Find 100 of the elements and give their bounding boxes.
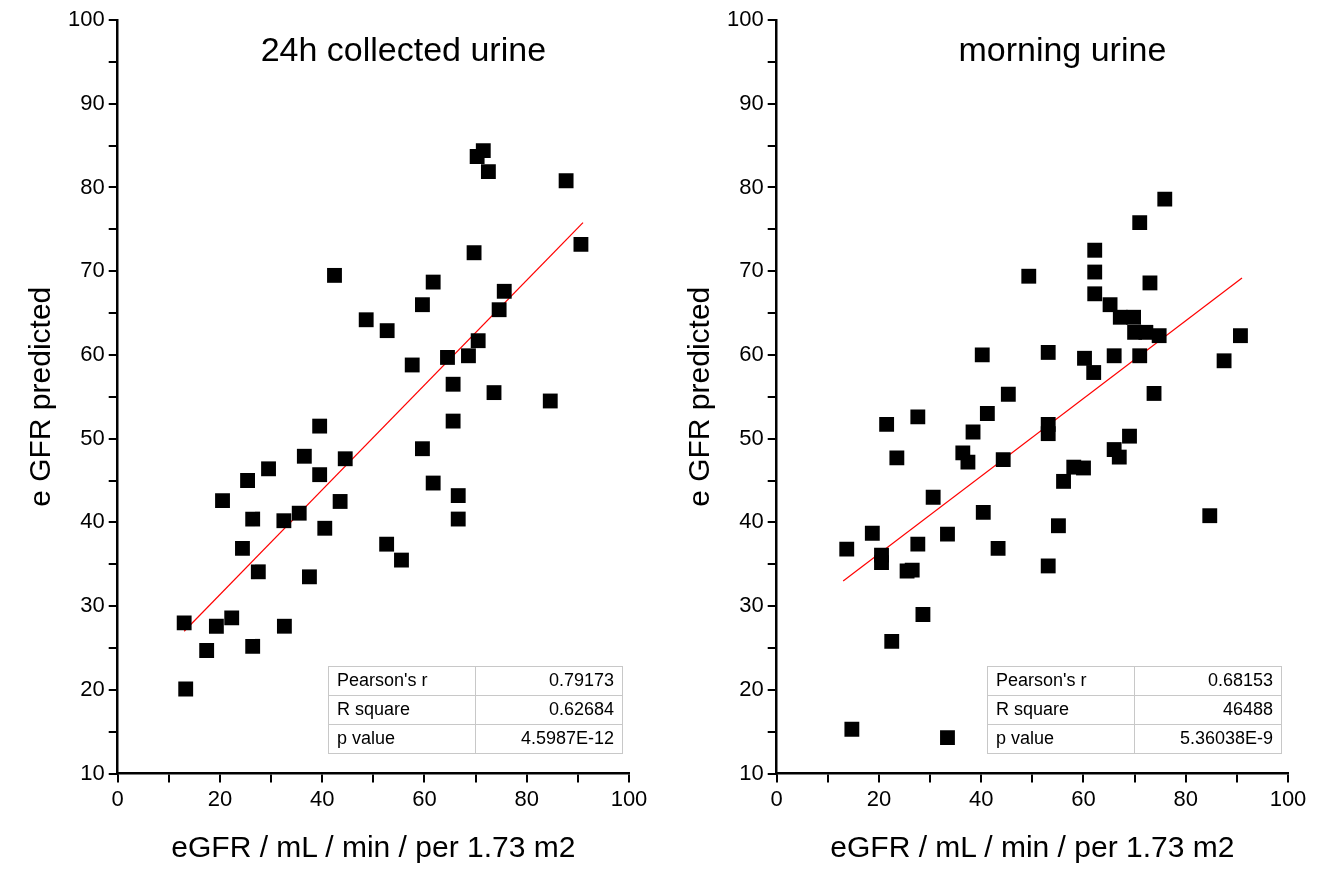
point bbox=[394, 552, 409, 568]
point bbox=[332, 494, 348, 509]
point bbox=[1146, 386, 1162, 401]
point bbox=[915, 607, 931, 622]
point bbox=[904, 562, 920, 578]
point bbox=[874, 555, 889, 571]
point bbox=[1122, 428, 1137, 444]
point bbox=[879, 417, 895, 432]
point bbox=[1126, 309, 1142, 325]
y-tick-label: 100 bbox=[726, 6, 764, 32]
point bbox=[1216, 353, 1232, 369]
point bbox=[358, 312, 374, 328]
point bbox=[1151, 328, 1167, 344]
point bbox=[1102, 297, 1118, 313]
x-tick-label: 20 bbox=[866, 785, 892, 811]
point bbox=[990, 540, 1006, 556]
x-tick-label: 60 bbox=[1071, 785, 1096, 811]
point bbox=[1132, 215, 1148, 231]
point bbox=[542, 393, 558, 409]
annotation: p value bbox=[987, 724, 1135, 754]
point bbox=[425, 475, 441, 491]
point bbox=[276, 618, 292, 634]
point bbox=[176, 615, 192, 631]
point bbox=[1056, 473, 1071, 489]
x-tick-label: 80 bbox=[514, 785, 539, 811]
y-tick-label: 20 bbox=[80, 675, 105, 701]
annotation: 0.79173 bbox=[475, 666, 623, 696]
x-tick-label: 20 bbox=[207, 785, 233, 811]
point bbox=[1021, 268, 1037, 284]
point bbox=[940, 730, 955, 746]
y-tick-label: 10 bbox=[739, 759, 764, 785]
annotation: R square bbox=[328, 695, 476, 725]
point bbox=[470, 333, 486, 349]
y-tick-label: 60 bbox=[80, 341, 105, 366]
y-tick-label: 90 bbox=[739, 89, 764, 115]
point bbox=[1040, 426, 1056, 442]
chart-title: morning urine bbox=[958, 30, 1167, 69]
point bbox=[312, 467, 328, 483]
point bbox=[995, 452, 1011, 468]
y-tick-label: 50 bbox=[739, 424, 764, 450]
x-tick-label: 0 bbox=[111, 785, 124, 811]
point bbox=[974, 347, 990, 363]
annotation: Pearson's r bbox=[328, 666, 476, 696]
point bbox=[445, 413, 461, 429]
x-axis-title: eGFR / mL / min / per 1.73 m2 bbox=[830, 830, 1235, 864]
point bbox=[415, 441, 430, 457]
point bbox=[839, 541, 855, 557]
chart-title: 24h collected urine bbox=[260, 30, 547, 69]
x-tick-label: 0 bbox=[770, 785, 783, 811]
point bbox=[450, 511, 466, 527]
point bbox=[889, 450, 905, 466]
point bbox=[480, 164, 496, 179]
y-axis-title: e GFR predicted bbox=[23, 286, 57, 507]
point bbox=[404, 357, 420, 373]
x-tick-label: 100 bbox=[1269, 785, 1307, 811]
point bbox=[975, 504, 991, 520]
point bbox=[235, 540, 250, 556]
point bbox=[425, 274, 441, 290]
point bbox=[1087, 242, 1103, 258]
point bbox=[317, 520, 333, 536]
point bbox=[291, 505, 307, 521]
x-tick-label: 100 bbox=[610, 785, 648, 811]
y-tick-label: 30 bbox=[80, 592, 105, 618]
point bbox=[1106, 348, 1122, 364]
y-tick-label: 50 bbox=[80, 424, 105, 450]
point bbox=[1132, 348, 1148, 364]
annotation: 4.5987E-12 bbox=[475, 724, 623, 754]
y-tick-label: 40 bbox=[739, 508, 764, 534]
annotation: 46488 bbox=[1134, 695, 1282, 725]
annotation: Pearson's r bbox=[987, 666, 1135, 696]
point bbox=[1233, 328, 1248, 344]
point bbox=[1000, 386, 1016, 402]
point bbox=[440, 350, 455, 365]
y-tick-label: 90 bbox=[80, 89, 105, 115]
point bbox=[337, 451, 353, 467]
point bbox=[1086, 365, 1102, 380]
point bbox=[1040, 345, 1056, 360]
y-tick-label: 20 bbox=[739, 675, 764, 701]
point bbox=[1138, 324, 1154, 340]
y-tick-label: 70 bbox=[80, 257, 105, 283]
point bbox=[1087, 286, 1103, 302]
point bbox=[466, 245, 482, 261]
point bbox=[245, 638, 261, 654]
point bbox=[491, 302, 507, 318]
point bbox=[979, 406, 995, 421]
annotation: p value bbox=[328, 724, 476, 754]
y-tick-label: 70 bbox=[739, 257, 764, 283]
point bbox=[302, 569, 317, 585]
point bbox=[240, 473, 255, 488]
y-axis-title: e GFR predicted bbox=[682, 286, 716, 507]
point bbox=[884, 633, 900, 649]
point bbox=[250, 564, 266, 580]
x-tick-label: 60 bbox=[412, 785, 437, 811]
y-tick-label: 10 bbox=[80, 759, 105, 785]
point bbox=[910, 536, 926, 552]
point bbox=[573, 236, 589, 252]
point bbox=[1087, 264, 1103, 280]
point bbox=[312, 418, 328, 434]
x-axis-title: eGFR / mL / min / per 1.73 m2 bbox=[171, 830, 576, 864]
point bbox=[445, 376, 461, 392]
